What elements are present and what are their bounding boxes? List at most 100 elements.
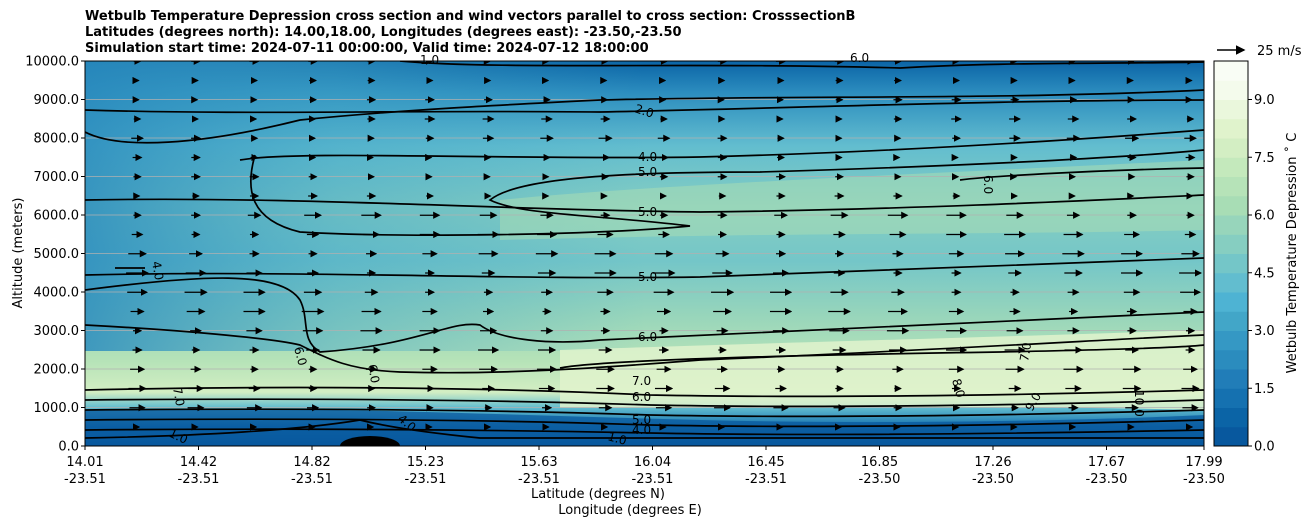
contour-line — [85, 194, 1204, 213]
colorbar-tick-label: 7.5 — [1254, 151, 1275, 166]
colorbar-segment — [1214, 215, 1248, 235]
y-tick-label: 10000.0 — [25, 55, 79, 70]
x-tick-label-lon: -23.51 — [745, 472, 787, 487]
dry-layer-upper — [500, 160, 1204, 240]
colorbar-segment — [1214, 118, 1248, 139]
chart-title-line-3: Simulation start time: 2024-07-11 00:00:… — [85, 41, 649, 56]
x-tick-label-lat: 15.63 — [520, 455, 557, 470]
contour-line — [85, 386, 1204, 398]
y-axis-label: Altitude (meters) — [11, 198, 26, 309]
x-tick-label-lat: 17.26 — [974, 455, 1011, 470]
colorbar-tick-label: 1.5 — [1254, 382, 1275, 397]
x-tick-label-lon: -23.50 — [1086, 472, 1128, 487]
contour-label: 6.0 — [981, 175, 995, 194]
contour-line — [85, 324, 1204, 374]
colorbar-segment — [1214, 234, 1248, 254]
surface-dark-blob — [340, 436, 400, 446]
contour-label: 6.0 — [638, 330, 657, 344]
contour-label: 5.0 — [638, 165, 657, 179]
y-tick-label: 0.0 — [58, 440, 79, 455]
contour-line — [559, 344, 1204, 369]
x-tick-label-lat: 15.23 — [407, 455, 444, 470]
colorbar-tick-label: 4.5 — [1254, 266, 1275, 281]
contour-label: 7.0 — [1017, 341, 1034, 362]
contour-label: 6.0 — [365, 363, 382, 384]
contour-line — [85, 408, 1204, 418]
colorbar-tick-label: 6.0 — [1254, 209, 1275, 224]
contour-line — [85, 398, 1204, 408]
colorbar-tick-label: 9.0 — [1254, 93, 1275, 108]
contour-label: 5.0 — [632, 413, 651, 427]
y-axis: 0.0 1000.0 2000.0 3000.0 4000.0 5000.0 6000.0 7… — [25, 55, 85, 455]
colorbar-segment — [1214, 349, 1248, 370]
colorbar-segment — [1214, 292, 1248, 312]
contour-label: 6.0 — [291, 345, 309, 367]
colorbar-segment — [1214, 99, 1248, 120]
contour-label: 1.0 — [420, 53, 439, 67]
contour-label: 6.0 — [632, 390, 651, 404]
y-tick-label: 7000.0 — [34, 170, 80, 185]
x-tick-label-lon: -23.50 — [972, 472, 1014, 487]
x-tick-label-lat: 16.45 — [747, 455, 784, 470]
contour-label-group: 1.0 2.0 4.0 5.0 5.0 5.0 6.0 6.0 6.0 7.0 … — [149, 51, 1146, 448]
colorbar-segment — [1214, 195, 1248, 216]
colorbar-label: Wetbulb Temperature Depression ˚ C — [1284, 133, 1300, 374]
x-axis-label-latitude: Latitude (degrees N) — [531, 487, 665, 502]
x-tick-label-lon: -23.51 — [632, 472, 674, 487]
contour-label: 8.0 — [949, 377, 967, 399]
colorbar-segment — [1214, 157, 1248, 177]
contour-label: 1.0 — [606, 429, 628, 447]
contour-label: 4.0 — [632, 423, 651, 437]
colorbar-segment — [1214, 176, 1248, 197]
colorbar-segment — [1214, 80, 1248, 100]
y-tick-label: 2000.0 — [34, 363, 80, 378]
y-tick-label: 9000.0 — [34, 93, 80, 108]
colorbar-segment — [1214, 253, 1248, 274]
colorbar-tick-label: 3.0 — [1254, 324, 1275, 339]
x-tick-label-lon: -23.50 — [1183, 472, 1225, 487]
y-tick-label: 5000.0 — [34, 247, 80, 262]
x-tick-label-lat: 17.67 — [1088, 455, 1125, 470]
x-tick-label-lat: 14.82 — [293, 455, 330, 470]
x-tick-label-lat: 14.01 — [66, 455, 103, 470]
colorbar-frame — [1213, 60, 1249, 447]
contour-label: 5.0 — [638, 205, 657, 219]
chart-title-line-1: Wetbulb Temperature Depression cross sec… — [85, 9, 856, 24]
chart-title-line-2: Latitudes (degrees north): 14.00,18.00, … — [85, 25, 682, 40]
contour-line — [85, 257, 1204, 279]
contour-label: 5.0 — [638, 270, 657, 284]
y-tick-label: 6000.0 — [34, 209, 80, 224]
x-tick-label-lon: -23.51 — [178, 472, 220, 487]
x-tick-label-lat: 17.99 — [1185, 455, 1222, 470]
wind-reference-key: 25 m/s — [1217, 44, 1302, 59]
y-tick-label: 4000.0 — [34, 286, 80, 301]
x-tick-label-lat: 16.04 — [634, 455, 671, 470]
contour-line — [959, 167, 1204, 181]
wind-reference-label: 25 m/s — [1257, 44, 1302, 59]
x-tick-label-lat: 14.42 — [180, 455, 217, 470]
contour-line — [399, 61, 1204, 69]
contour-label: 7.0 — [170, 386, 187, 407]
colorbar-segment — [1214, 330, 1248, 351]
x-axis-label-longitude: Longitude (degrees E) — [558, 503, 702, 518]
y-tick-label: 3000.0 — [34, 324, 80, 339]
contour-line — [85, 89, 1204, 144]
colorbar-segment — [1214, 426, 1248, 447]
x-tick-label-lon: -23.50 — [859, 472, 901, 487]
x-tick-label-lon: -23.51 — [64, 472, 106, 487]
colorbar-tick-label: 0.0 — [1254, 440, 1275, 455]
colorbar-segment — [1214, 388, 1248, 408]
contour-label: 2.0 — [633, 102, 655, 121]
y-tick-label: 8000.0 — [34, 132, 80, 147]
colorbar-segment — [1214, 407, 1248, 428]
contour-label: 7.0 — [632, 374, 651, 388]
x-tick-label-lon: -23.51 — [405, 472, 447, 487]
x-tick-label-lon: -23.51 — [291, 472, 333, 487]
contour-label: 4.0 — [638, 150, 657, 164]
x-tick-label-lat: 16.85 — [861, 455, 898, 470]
contour-line — [85, 277, 1204, 353]
contour-label: 10.0 — [1132, 390, 1146, 417]
contour-label: 4.0 — [149, 260, 166, 281]
colorbar-segment — [1214, 369, 1248, 389]
x-tick-label-lon: -23.51 — [518, 472, 560, 487]
